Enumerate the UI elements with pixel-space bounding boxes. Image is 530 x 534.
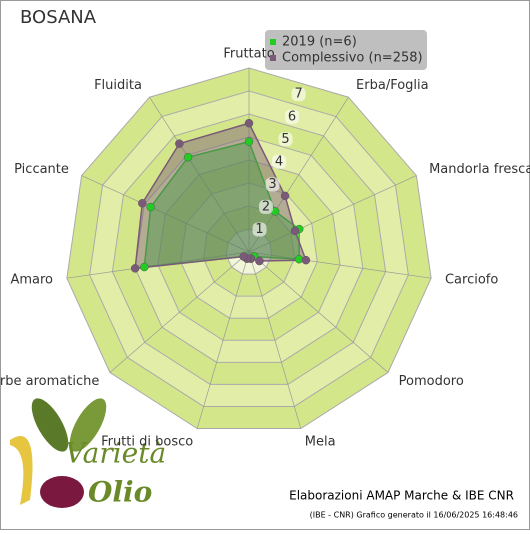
legend-box xyxy=(265,30,427,70)
tick-bg xyxy=(259,199,274,214)
credit: Elaborazioni AMAP Marche & IBE CNR xyxy=(289,489,514,503)
leaf xyxy=(69,398,107,452)
series-point xyxy=(175,139,184,148)
spoke xyxy=(248,251,302,429)
series-point xyxy=(183,152,193,162)
rings xyxy=(66,67,432,430)
axis-label: Carciofo xyxy=(445,273,498,288)
axis-label: Mandorla fresca xyxy=(429,162,530,177)
spoke xyxy=(248,251,389,373)
legend-label: Complessivo (n=258) xyxy=(282,51,423,66)
axis-label: Fruttato xyxy=(223,47,274,62)
r-tick-label: 3 xyxy=(268,177,276,192)
series-point xyxy=(244,118,254,128)
series-point xyxy=(138,199,147,208)
r-tick-label: 7 xyxy=(294,87,302,102)
chart-title: BOSANA xyxy=(20,7,97,28)
r-tick-label: 4 xyxy=(275,154,283,169)
spoke xyxy=(248,251,432,279)
series-point xyxy=(290,226,300,236)
series-point xyxy=(244,137,254,146)
legend-swatch xyxy=(270,39,276,45)
tick-bg xyxy=(291,87,306,102)
axis-label: Pomodoro xyxy=(399,374,464,389)
axis-label: Erba/Foglia xyxy=(356,78,429,93)
tick-bg xyxy=(285,109,300,124)
r-tick-label: 5 xyxy=(281,132,289,147)
logo-text: Olio xyxy=(88,476,152,509)
spoke xyxy=(196,251,250,429)
series-point xyxy=(255,256,264,266)
series-point xyxy=(239,252,249,261)
logo-one xyxy=(10,436,33,505)
logo-text: Varietà xyxy=(65,437,166,470)
r-tick-label: 2 xyxy=(262,199,270,214)
axis-label: Amaro xyxy=(10,273,53,288)
tick-bg xyxy=(252,222,267,237)
logo: Varietà Olio xyxy=(10,398,166,509)
tick-bg xyxy=(278,132,293,147)
series-point xyxy=(280,191,290,201)
series-point xyxy=(130,264,140,273)
axis-label: Erbe aromatiche xyxy=(0,374,99,389)
legend-label: 2019 (n=6) xyxy=(282,35,357,50)
r-tick-label: 6 xyxy=(288,109,296,124)
series-point xyxy=(140,262,149,272)
axis-label: Mela xyxy=(305,434,336,449)
series-point xyxy=(301,255,311,265)
spoke xyxy=(109,251,250,373)
series-point xyxy=(146,202,155,212)
axis-label: Piccante xyxy=(14,162,69,177)
spoke xyxy=(248,175,417,253)
tick-bg xyxy=(265,177,280,192)
axis-label: Frutti di bosco xyxy=(101,434,193,449)
spoke xyxy=(149,97,250,253)
footnote: (IBE - CNR) Grafico generato il 16/06/20… xyxy=(310,511,518,520)
spoke xyxy=(81,175,250,253)
axis-label: Fluidita xyxy=(94,78,142,93)
leaf xyxy=(31,398,69,452)
olive xyxy=(40,476,84,508)
legend-swatch xyxy=(270,55,276,61)
tick-bg xyxy=(272,154,287,169)
r-tick-label: 1 xyxy=(255,222,263,237)
